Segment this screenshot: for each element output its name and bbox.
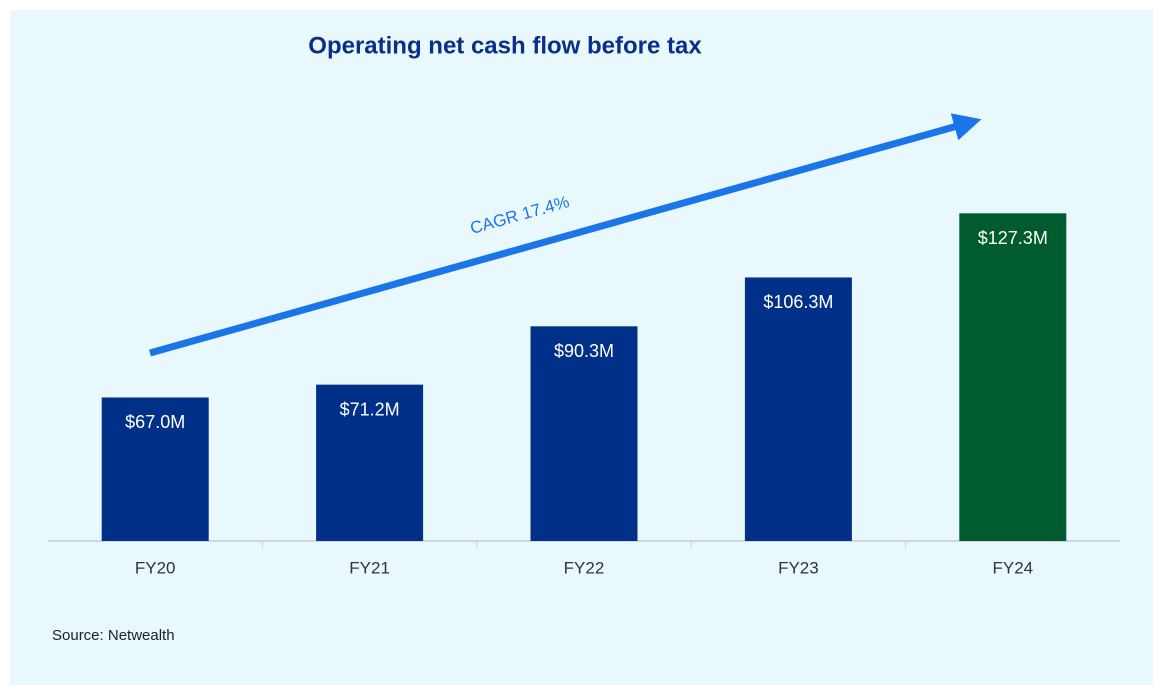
data-label: $67.0M [125, 412, 185, 432]
x-tick-label: FY21 [349, 558, 390, 577]
bar [744, 277, 852, 541]
data-label: $90.3M [554, 341, 614, 361]
bar [316, 384, 424, 541]
x-tick-label: FY23 [778, 558, 819, 577]
data-label: $127.3M [978, 228, 1048, 248]
data-label: $106.3M [763, 292, 833, 312]
bar [959, 213, 1067, 541]
bar [530, 326, 638, 541]
data-label: $71.2M [340, 399, 400, 419]
x-tick-label: FY20 [135, 558, 176, 577]
chart-title: Operating net cash flow before tax [308, 32, 702, 59]
bar [101, 397, 209, 541]
x-tick-label: FY22 [564, 558, 605, 577]
trend-arrow [149, 113, 982, 357]
source: Source: Netwealth [52, 627, 175, 644]
x-tick-label: FY24 [992, 558, 1033, 577]
